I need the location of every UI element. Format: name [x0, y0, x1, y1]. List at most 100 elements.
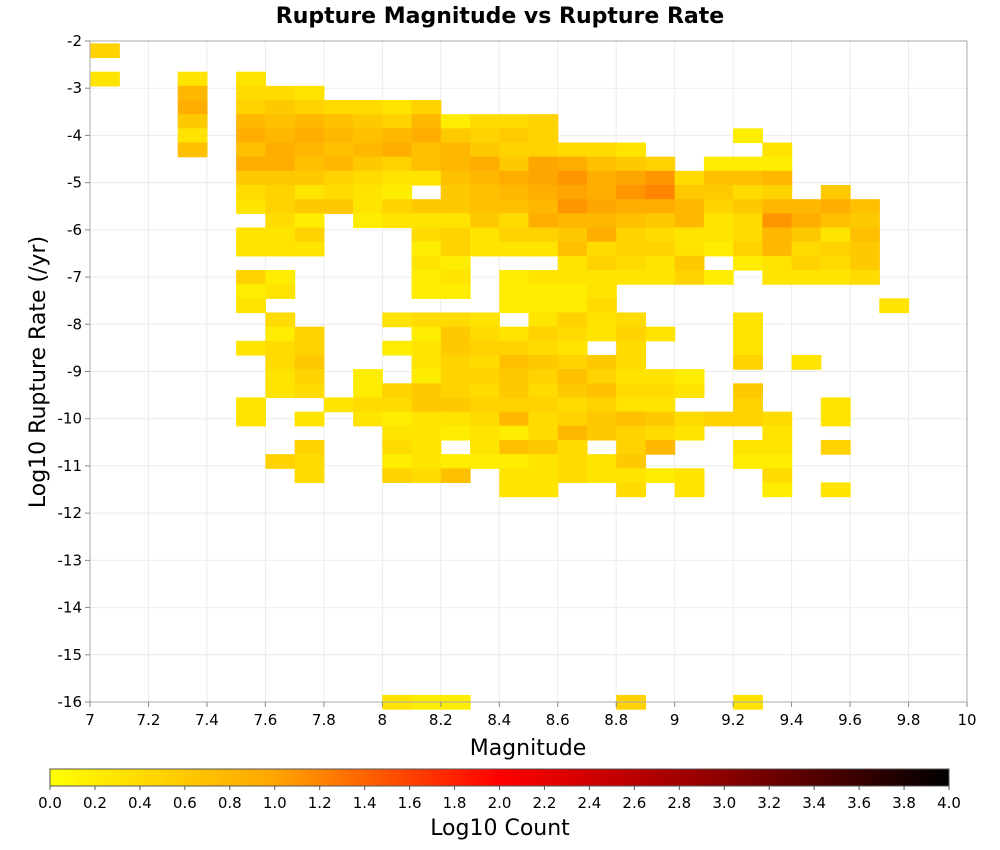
heatmap-cell: [411, 241, 442, 257]
heatmap-cell: [820, 241, 851, 257]
heatmap-cell: [528, 468, 559, 484]
heatmap-cell: [440, 170, 471, 186]
heatmap-cell: [528, 156, 559, 172]
heatmap-cell: [382, 100, 413, 115]
heatmap-cell: [528, 170, 559, 186]
heatmap-cell: [90, 71, 120, 87]
x-axis-ticks: 7 7.2 7.4 7.6 7.8 8 8.2 8.4 8.6 8.8 9 9.2 9.4 9.6 9.8 1…: [85, 702, 977, 729]
heatmap-cell: [616, 425, 647, 441]
heatmap-cell: [499, 383, 530, 399]
heatmap-cell: [645, 326, 676, 342]
heatmap-cell: [294, 142, 325, 158]
heatmap-cell: [557, 185, 588, 200]
heatmap-cell: [265, 269, 296, 285]
heatmap-cell: [265, 100, 296, 115]
heatmap-cell: [703, 269, 734, 285]
heatmap-cell: [703, 241, 734, 257]
x-tick-label: 7.6: [253, 711, 277, 729]
heatmap-cell: [265, 369, 296, 384]
heatmap-cell: [499, 468, 530, 484]
heatmap-cell: [733, 241, 763, 257]
heatmap-cell: [528, 142, 559, 158]
heatmap-cell: [470, 312, 500, 328]
heatmap-cell: [616, 142, 647, 158]
heatmap-cell: [557, 312, 588, 328]
heatmap-cell: [762, 185, 793, 200]
heatmap-cell: [850, 269, 880, 285]
x-tick-label: 8: [378, 711, 388, 729]
heatmap-cell: [820, 213, 851, 229]
heatmap-cell: [733, 454, 763, 469]
heatmap-cell: [265, 85, 296, 101]
heatmap-cell: [616, 312, 647, 328]
heatmap-cell: [411, 340, 442, 356]
heatmap-cell: [470, 454, 500, 469]
heatmap-cell: [294, 199, 325, 214]
heatmap-cell: [411, 255, 442, 271]
y-tick-label: -14: [58, 599, 83, 617]
heatmap-cell: [557, 411, 588, 427]
heatmap-cell: [236, 411, 266, 427]
heatmap-cell: [294, 100, 325, 115]
y-tick-label: -7: [67, 268, 82, 286]
heatmap-cell: [762, 425, 793, 441]
heatmap-cell: [762, 213, 793, 229]
heatmap-cell: [499, 397, 530, 413]
heatmap-cell: [499, 156, 530, 172]
x-tick-label: 9.8: [897, 711, 921, 729]
heatmap-cell: [382, 439, 413, 455]
heatmap-cell: [528, 383, 559, 399]
heatmap-cell: [323, 170, 354, 186]
heatmap-cell: [236, 85, 266, 101]
heatmap-cell: [528, 298, 559, 314]
heatmap-cell: [499, 269, 530, 285]
heatmap-cell: [616, 255, 647, 271]
heatmap-cell: [674, 170, 705, 186]
heatmap-cell: [820, 199, 851, 214]
heatmap-cell: [674, 468, 705, 484]
heatmap-cell: [557, 340, 588, 356]
heatmap-cell: [294, 128, 325, 144]
heatmap-cell: [294, 411, 325, 427]
heatmap-cell: [586, 199, 617, 214]
heatmap-cell: [411, 425, 442, 441]
heatmap-cell: [382, 199, 413, 214]
heatmap-cell: [645, 199, 676, 214]
heatmap-cell: [762, 156, 793, 172]
chart-title: Rupture Magnitude vs Rupture Rate: [276, 4, 724, 29]
x-tick-label: 9.2: [721, 711, 745, 729]
colorbar-tick-label: 1.2: [308, 794, 332, 812]
heatmap-cell: [674, 369, 705, 384]
heatmap-cells: [90, 43, 910, 710]
heatmap-cell: [733, 170, 763, 186]
y-tick-label: -11: [58, 457, 83, 475]
heatmap-cell: [733, 199, 763, 214]
heatmap-cell: [528, 284, 559, 299]
heatmap-cell: [645, 185, 676, 200]
heatmap-cell: [586, 326, 617, 342]
heatmap-cell: [353, 369, 383, 384]
heatmap-cell: [616, 439, 647, 455]
heatmap-cell: [440, 425, 471, 441]
heatmap-cell: [762, 227, 793, 243]
heatmap-cell: [557, 454, 588, 469]
x-tick-label: 9.6: [838, 711, 862, 729]
heatmap-cell: [645, 255, 676, 271]
heatmap-cell: [353, 114, 383, 129]
heatmap-cell: [440, 397, 471, 413]
y-tick-label: -15: [58, 646, 83, 664]
heatmap-cell: [557, 284, 588, 299]
heatmap-cell: [528, 227, 559, 243]
heatmap-cell: [616, 397, 647, 413]
heatmap-cell: [323, 156, 354, 172]
heatmap-cell: [440, 156, 471, 172]
heatmap-cell: [382, 128, 413, 144]
heatmap-cell: [236, 340, 266, 356]
heatmap-cell: [733, 397, 763, 413]
heatmap-cell: [499, 425, 530, 441]
heatmap-cell: [470, 185, 500, 200]
heatmap-cell: [557, 142, 588, 158]
heatmap-cell: [645, 369, 676, 384]
heatmap-cell: [411, 468, 442, 484]
colorbar-tick-label: 1.8: [443, 794, 467, 812]
